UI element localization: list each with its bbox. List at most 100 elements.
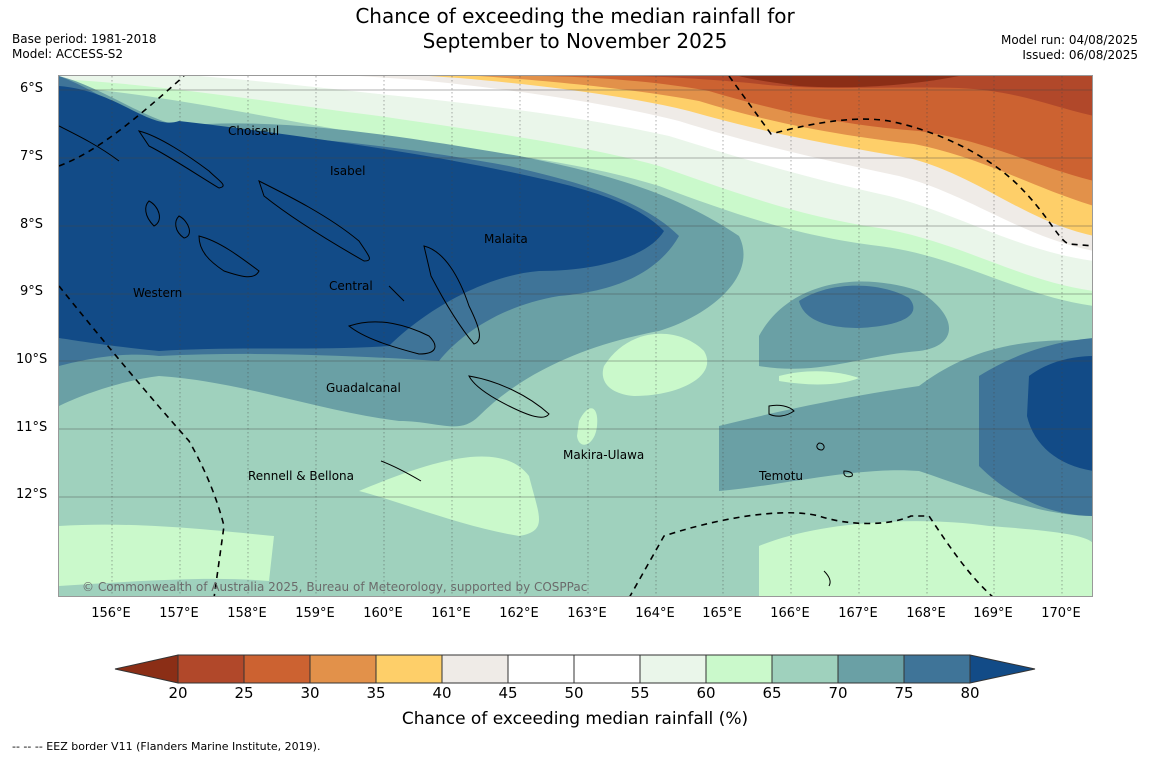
- lat-label-11s: 11°S: [16, 420, 48, 435]
- title-line-1: Chance of exceeding the median rainfall …: [355, 4, 795, 28]
- colorbar-bin-25-30: [244, 655, 310, 683]
- zone-60-65-east: [779, 371, 859, 385]
- lon-label-170e: 170°E: [1041, 606, 1081, 621]
- base-period: Base period: 1981-2018: [12, 32, 157, 46]
- lon-label-158e: 158°E: [227, 606, 267, 621]
- region-label-malaita: Malaita: [484, 232, 528, 246]
- santa-cruz-island: [768, 404, 795, 417]
- lat-label-6s: 6°S: [20, 81, 44, 96]
- zone-25-30: [479, 76, 1092, 181]
- lon-label-166e: 166°E: [770, 606, 810, 621]
- lon-label-164e: 164°E: [635, 606, 675, 621]
- region-label-makira-ulawa: Makira-Ulawa: [563, 448, 645, 462]
- choiseul-island: [137, 130, 224, 189]
- lon-label-169e: 169°E: [973, 606, 1013, 621]
- longitude-gridlines: [111, 76, 1063, 596]
- zone-60-65-rennell: [359, 456, 539, 536]
- colorbar-bin-65-70: [772, 655, 838, 683]
- eez-border: [59, 76, 1092, 596]
- region-label-central: Central: [329, 279, 373, 293]
- colorbar-bin-40-45: [442, 655, 508, 683]
- colorbar-title: Chance of exceeding median rainfall (%): [401, 709, 749, 729]
- colorbar-tick-40: 40: [432, 684, 452, 702]
- colorbar-tick-45: 45: [498, 684, 518, 702]
- lon-label-167e: 167°E: [838, 606, 878, 621]
- colorbar-tick-50: 50: [564, 684, 584, 702]
- lon-label-163e: 163°E: [567, 606, 607, 621]
- zone-60-65-southwest: [59, 524, 274, 586]
- colorbar-tick-30: 30: [300, 684, 320, 702]
- lon-label-159e: 159°E: [295, 606, 335, 621]
- vanikoro: [823, 570, 831, 587]
- region-label-isabel: Isabel: [330, 164, 366, 178]
- rainfall-map: [58, 75, 1093, 597]
- colorbar-bin-50-55: [574, 655, 640, 683]
- zone-20-25: [619, 76, 1092, 116]
- lat-label-10s: 10°S: [16, 352, 48, 367]
- colorbar-high-extend: [969, 654, 1036, 684]
- zone-above-80-east: [1027, 356, 1092, 471]
- colorbar-dividers: [243, 655, 905, 683]
- zone-below-20: [739, 76, 959, 88]
- lat-label-9s: 9°S: [20, 284, 44, 299]
- islands: [59, 125, 853, 587]
- zone-60-65-southeast: [759, 521, 1092, 596]
- colorbar-tick-65: 65: [762, 684, 782, 702]
- colorbar-bin-20-25: [178, 655, 244, 683]
- colorbar-tick-55: 55: [630, 684, 650, 702]
- kolombangara: [175, 215, 190, 239]
- region-label-western: Western: [133, 286, 183, 300]
- zone-above-80-west: [59, 86, 664, 351]
- colorbar-bin-30-35: [310, 655, 376, 683]
- colorbar-tick-60: 60: [696, 684, 716, 702]
- colorbar-tick-75: 75: [894, 684, 914, 702]
- meta-left: Base period: 1981-2018 Model: ACCESS-S2: [12, 32, 157, 62]
- colorbar-bin-70-75: [838, 655, 904, 683]
- vella-lavella: [145, 200, 160, 227]
- lon-label-165e: 165°E: [702, 606, 742, 621]
- rennell-island: [380, 460, 422, 482]
- colorbar-tick-80: 80: [960, 684, 980, 702]
- lon-label-160e: 160°E: [363, 606, 403, 621]
- lat-label-7s: 7°S: [20, 149, 44, 164]
- colorbar-bin-75-80: [904, 655, 970, 683]
- lon-label-168e: 168°E: [906, 606, 946, 621]
- makira-island: [468, 375, 550, 418]
- malaita-island: [423, 245, 480, 345]
- isabel-island: [258, 180, 370, 262]
- region-label-temotu: Temotu: [759, 469, 804, 483]
- colorbar-tick-35: 35: [366, 684, 386, 702]
- colorbar-low-extend: [114, 654, 179, 684]
- lon-label-156e: 156°E: [91, 606, 131, 621]
- colorbar-bin-55-60: [640, 655, 706, 683]
- zone-75-80-east: [799, 285, 914, 328]
- guadalcanal-island: [347, 321, 436, 355]
- lat-label-8s: 8°S: [20, 217, 44, 232]
- copyright-notice: © Commonwealth of Australia 2025, Bureau…: [82, 580, 588, 594]
- map-title: Chance of exceeding the median rainfall …: [0, 4, 1150, 54]
- meta-right: Model run: 04/08/2025 Issued: 06/08/2025: [1001, 33, 1138, 63]
- colorbar-tick-25: 25: [234, 684, 254, 702]
- colorbar: [114, 654, 1036, 684]
- colorbar-bin-60-65: [706, 655, 772, 683]
- region-label-choiseul: Choiseul: [228, 124, 280, 138]
- lon-label-162e: 162°E: [499, 606, 539, 621]
- colorbar-bin-45-50: [508, 655, 574, 683]
- model-run: Model run: 04/08/2025: [1000, 33, 1138, 47]
- eez-footnote: -- -- -- EEZ border V11 (Flanders Marine…: [12, 740, 321, 753]
- colorbar-tick-20: 20: [168, 684, 188, 702]
- title-line-2: September to November 2025: [422, 29, 728, 53]
- new-georgia: [198, 235, 260, 278]
- region-label-guadalcanal: Guadalcanal: [326, 381, 401, 395]
- colorbar-bin-35-40: [376, 655, 442, 683]
- lon-label-161e: 161°E: [431, 606, 471, 621]
- colorbar-tick-70: 70: [828, 684, 848, 702]
- region-label-rennell-bellona: Rennell & Bellona: [248, 469, 355, 483]
- lat-label-12s: 12°S: [16, 487, 48, 502]
- nggela-islands: [388, 285, 405, 302]
- utupua: [843, 470, 853, 478]
- bougainville-coast: [59, 125, 120, 162]
- tinakula: [816, 442, 825, 451]
- zone-60-65-center: [602, 333, 708, 396]
- lon-label-157e: 157°E: [159, 606, 199, 621]
